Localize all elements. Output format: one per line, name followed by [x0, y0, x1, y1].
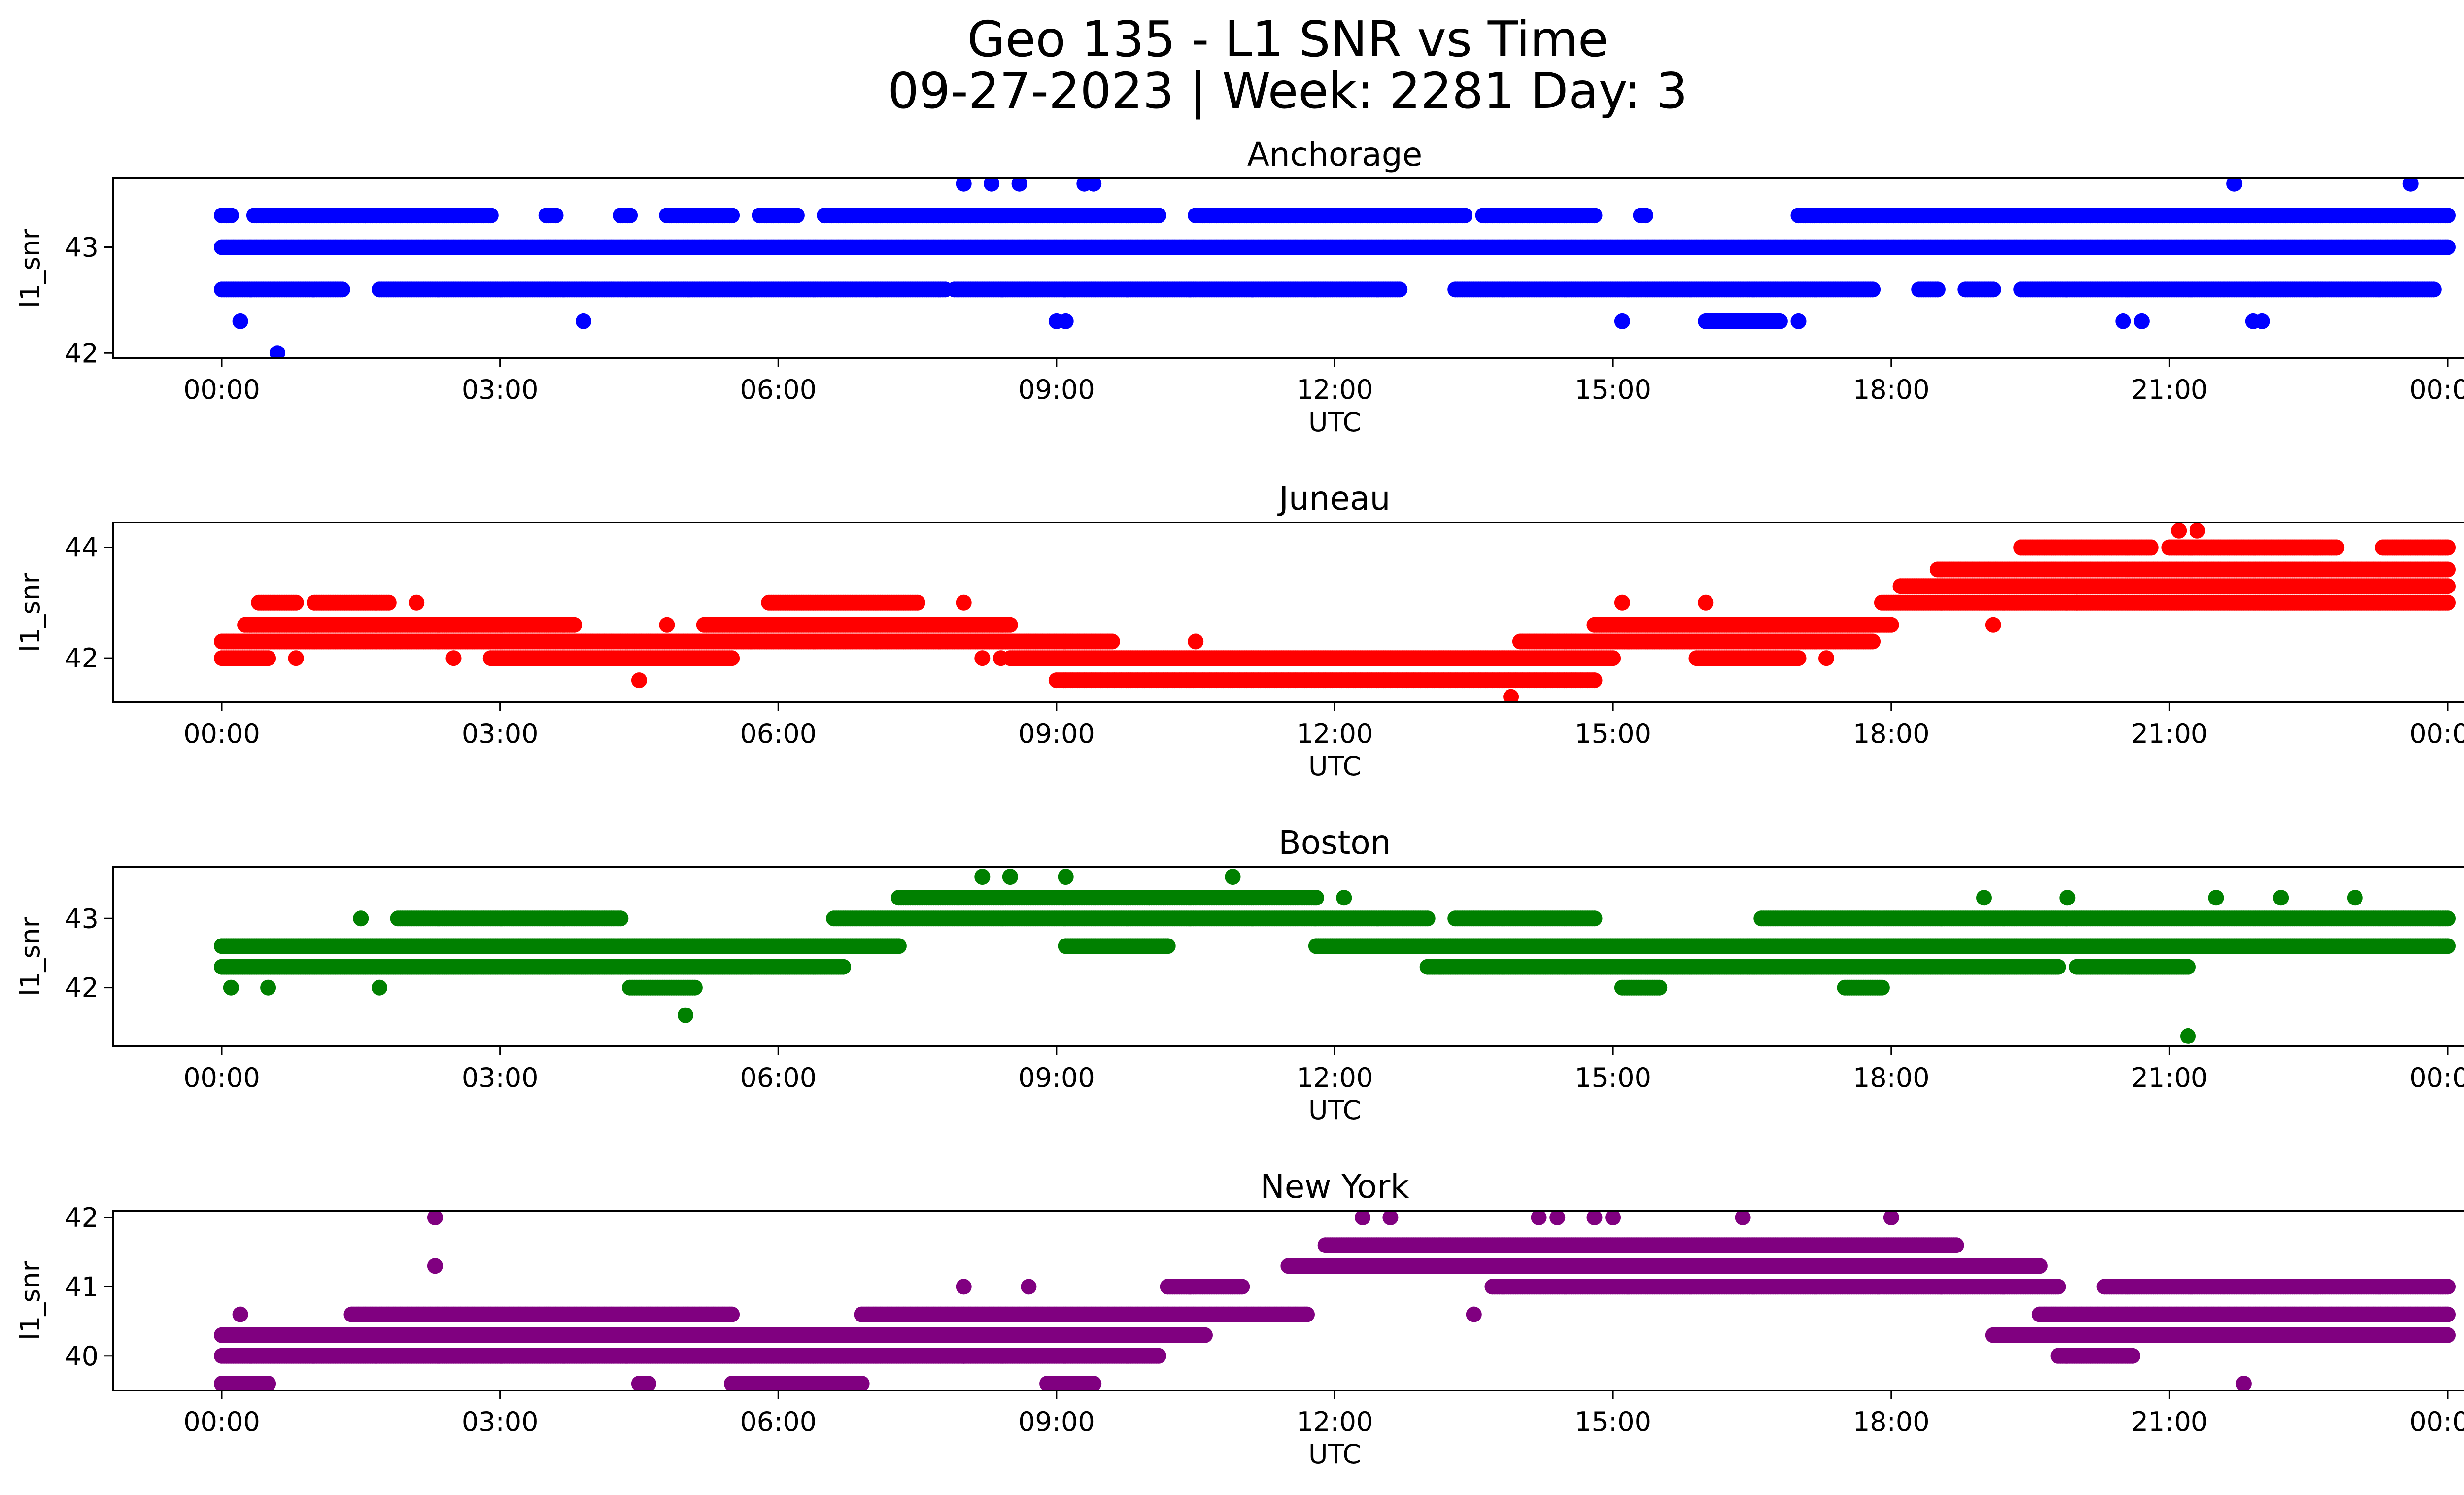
data-point — [1790, 650, 1807, 666]
data-point — [223, 208, 239, 224]
data-point — [2440, 578, 2456, 594]
x-axis-label: UTC — [1308, 407, 1361, 438]
data-point — [1586, 208, 1603, 224]
y-tick-label: 43 — [65, 232, 99, 263]
data-point — [1865, 633, 1881, 650]
data-point — [1150, 208, 1166, 224]
x-tick-label: 00:00 — [2409, 374, 2464, 405]
data-point — [2402, 178, 2419, 192]
figure-title: Geo 135 - L1 SNR vs Time — [967, 10, 1608, 68]
data-point — [909, 594, 925, 611]
data-point — [1011, 178, 1027, 192]
data-point — [1058, 313, 1074, 329]
figure-subtitle: 09-27-2023 | Week: 2281 Day: 3 — [888, 62, 1688, 120]
x-tick-label: 03:00 — [462, 374, 539, 405]
data-point — [380, 594, 397, 611]
axes-frame — [112, 177, 2464, 359]
x-tick-label: 21:00 — [2131, 374, 2208, 405]
x-tick-label: 06:00 — [740, 374, 817, 405]
data-point — [1638, 208, 1653, 224]
data-point — [1865, 281, 1881, 298]
data-point — [232, 313, 248, 329]
data-point — [2440, 208, 2456, 224]
data-point — [548, 208, 564, 224]
data-points — [214, 522, 2456, 702]
x-tick-label: 18:00 — [1853, 374, 1930, 405]
y-tick-label: 42 — [65, 338, 99, 369]
data-point — [2115, 313, 2131, 329]
x-tick-label: 09:00 — [1018, 374, 1095, 405]
data-point — [334, 281, 350, 298]
data-point — [260, 650, 276, 666]
subplot-title: Anchorage — [1247, 136, 1423, 174]
subplot-juneau: 00:00 03:00 06:00 09:00 12:00 15:00 18:00 21:00… — [15, 480, 2464, 782]
data-point — [2133, 313, 2150, 329]
data-point — [1614, 313, 1630, 329]
data-point — [1772, 313, 1788, 329]
data-point — [1104, 633, 1120, 650]
data-point — [1002, 617, 1018, 633]
data-point — [956, 178, 972, 192]
data-point — [788, 208, 805, 224]
data-point — [2440, 239, 2456, 255]
data-point — [1985, 281, 2001, 298]
data-point — [2440, 594, 2456, 611]
data-point — [1605, 650, 1621, 666]
data-point — [576, 313, 591, 329]
data-point — [1586, 672, 1603, 689]
data-point — [1929, 281, 1946, 298]
data-point — [2426, 281, 2442, 298]
data-point — [1457, 208, 1472, 224]
data-point — [2254, 313, 2270, 329]
data-point — [482, 208, 499, 224]
x-tick-label: 15:00 — [1574, 374, 1651, 405]
data-point — [1790, 313, 1807, 329]
data-point — [724, 208, 740, 224]
data-point — [288, 594, 304, 611]
data-point — [984, 178, 1000, 192]
y-axis-label: l1_snr — [15, 228, 46, 308]
data-point — [622, 208, 638, 224]
data-points — [214, 178, 2456, 358]
x-tick-label: 12:00 — [1297, 374, 1373, 405]
data-point — [1392, 281, 1408, 298]
x-tick-label: 00:00 — [183, 374, 260, 405]
subplot-anchorage: 00:00 03:00 06:00 09:00 12:00 15:00 18:00 21:00… — [15, 136, 2464, 438]
data-point — [724, 650, 740, 666]
data-point — [1883, 617, 1899, 633]
data-point — [566, 617, 582, 633]
data-point — [1086, 178, 1102, 192]
data-point — [269, 345, 285, 358]
data-point — [2226, 178, 2243, 192]
